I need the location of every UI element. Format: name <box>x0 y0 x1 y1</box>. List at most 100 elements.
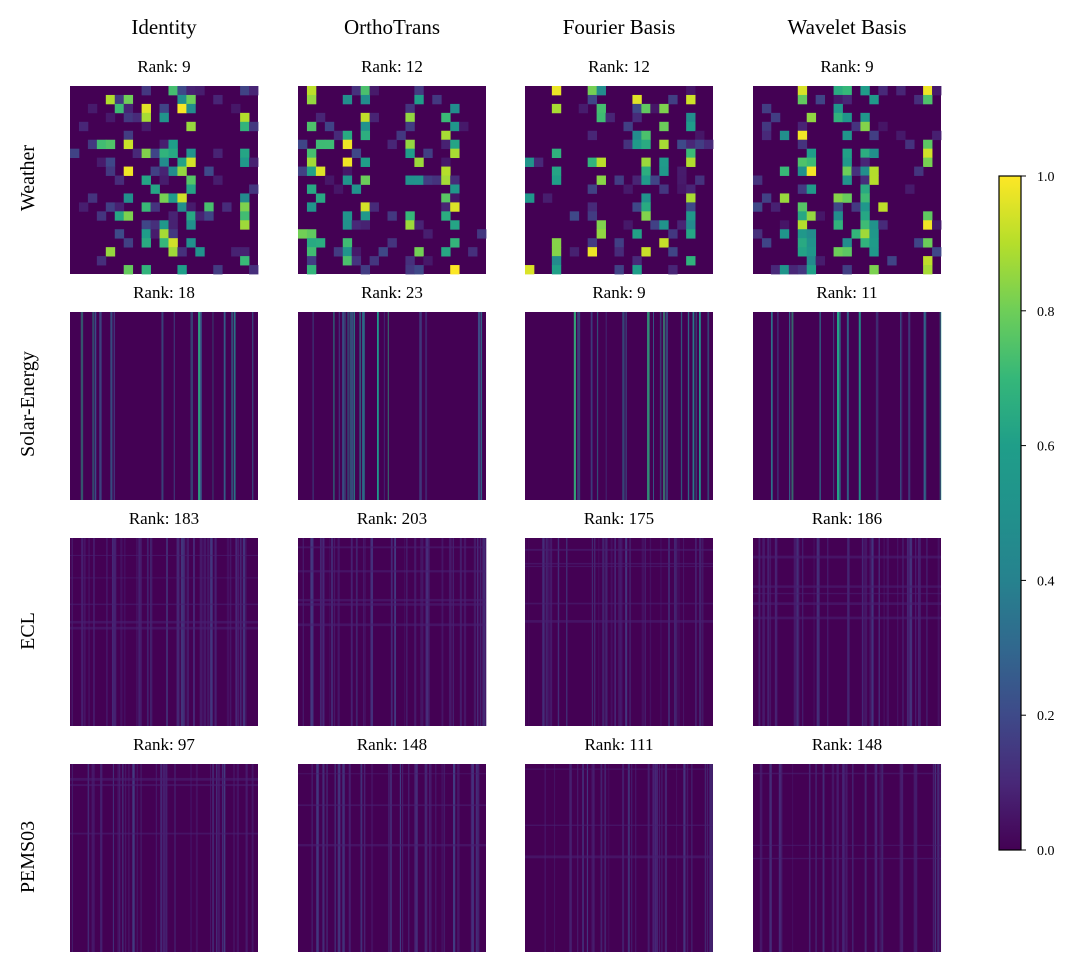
heatmap-cell <box>806 265 817 275</box>
heatmap-streak <box>338 312 340 500</box>
heatmap-streak <box>875 312 879 500</box>
heatmap-cell <box>587 247 598 257</box>
heatmap-cell <box>833 112 843 123</box>
heatmap-cell <box>186 121 196 132</box>
heatmap-streak <box>180 538 184 726</box>
heatmap-band <box>525 602 713 605</box>
heatmap-band <box>525 562 713 565</box>
heatmap-cell <box>641 247 651 257</box>
heatmap-background <box>70 312 258 500</box>
heatmap-cell <box>132 112 143 123</box>
heatmap-band <box>70 620 258 624</box>
heatmap-streak <box>174 764 176 952</box>
heatmap-streak <box>402 764 404 952</box>
heatmap-streak <box>404 538 406 726</box>
heatmap-cell <box>632 265 642 275</box>
heatmap-cell <box>650 220 660 230</box>
heatmap-cell <box>123 130 134 141</box>
heatmap-streak <box>155 764 158 952</box>
heatmap-streak <box>667 538 671 726</box>
colorbar-tick-label: 0.4 <box>1037 574 1055 589</box>
heatmap-band <box>753 555 941 559</box>
heatmap-cell <box>360 157 371 167</box>
heatmap-streak <box>557 538 560 726</box>
heatmap-streak <box>94 312 96 500</box>
heatmap-cell <box>360 265 371 275</box>
heatmap-cell <box>441 166 451 176</box>
heatmap-cell <box>168 211 178 221</box>
heatmap-cell <box>87 193 98 203</box>
heatmap-streak <box>625 538 627 726</box>
heatmap-band <box>525 768 713 770</box>
heatmap-cell <box>306 121 317 132</box>
heatmap-cell <box>186 148 196 159</box>
heatmap-streak <box>545 538 547 726</box>
heatmap-streak <box>662 312 665 500</box>
heatmap-cell <box>123 238 134 248</box>
heatmap-streak <box>816 538 820 726</box>
heatmap-background <box>70 538 258 726</box>
heatmap-streak <box>420 538 422 726</box>
heatmap-streak <box>833 312 835 500</box>
heatmap-streak <box>106 538 108 726</box>
heatmap-streak <box>758 538 761 726</box>
heatmap-streak <box>113 538 117 726</box>
heatmap-streak <box>594 538 596 726</box>
heatmap-streak <box>659 312 662 500</box>
heatmap-streak <box>926 538 928 726</box>
heatmap-band <box>298 844 486 847</box>
heatmap-cell <box>806 166 817 176</box>
heatmap-cell <box>298 229 308 239</box>
heatmap-cell <box>614 247 624 257</box>
heatmap-streak <box>618 538 620 726</box>
heatmap-cell <box>459 121 469 132</box>
heatmap-cell <box>114 94 125 105</box>
heatmap-cell <box>753 202 763 212</box>
heatmap-cell <box>797 211 808 221</box>
heatmap-streak <box>233 764 235 952</box>
heatmap-streak <box>578 312 581 500</box>
heatmap-streak <box>229 538 232 726</box>
heatmap-cell <box>842 157 852 167</box>
rank-title-ecl-fourier-basis: Rank: 175 <box>584 509 654 528</box>
heatmap-streak <box>388 764 390 952</box>
heatmap-cell <box>186 184 196 194</box>
heatmap-cell <box>623 139 633 150</box>
heatmap-cell <box>186 175 196 185</box>
heatmap-cell <box>306 229 317 239</box>
heatmap-cell <box>360 175 371 185</box>
heatmap-cell <box>815 94 826 105</box>
heatmap-streak <box>485 538 487 726</box>
heatmap-streak <box>900 312 902 500</box>
heatmap-cell <box>797 220 808 230</box>
heatmap-streak <box>802 538 804 726</box>
heatmap-cell <box>842 265 852 275</box>
heatmap-streak <box>459 538 462 726</box>
column-title-orthotrans: OrthoTrans <box>344 15 440 39</box>
heatmap-streak <box>124 764 127 952</box>
heatmap-cell <box>360 121 371 132</box>
heatmap-cell <box>641 166 651 176</box>
heatmap-cell <box>159 175 169 185</box>
heatmap-cell <box>78 202 89 212</box>
heatmap-cell <box>333 130 344 141</box>
row-label-weather: Weather <box>17 145 39 211</box>
heatmap-cell <box>860 202 870 212</box>
heatmap-streak <box>92 312 95 500</box>
heatmap-cell <box>632 103 642 114</box>
heatmap-band <box>525 855 713 859</box>
heatmap-cell <box>222 202 232 212</box>
rank-title-solar-energy-identity: Rank: 18 <box>133 283 195 302</box>
heatmap-cell <box>869 175 879 185</box>
heatmap-streak <box>482 538 485 726</box>
heatmap-cell <box>851 229 861 239</box>
heatmap-streak <box>310 538 313 726</box>
heatmap-streak <box>900 312 903 500</box>
heatmap-cell <box>177 193 187 203</box>
heatmap-streak <box>441 538 444 726</box>
heatmap-streak <box>472 764 474 952</box>
heatmap-cell <box>753 175 763 185</box>
heatmap-cell <box>632 112 642 123</box>
heatmap-streak <box>414 538 417 726</box>
heatmap-streak <box>334 764 336 952</box>
